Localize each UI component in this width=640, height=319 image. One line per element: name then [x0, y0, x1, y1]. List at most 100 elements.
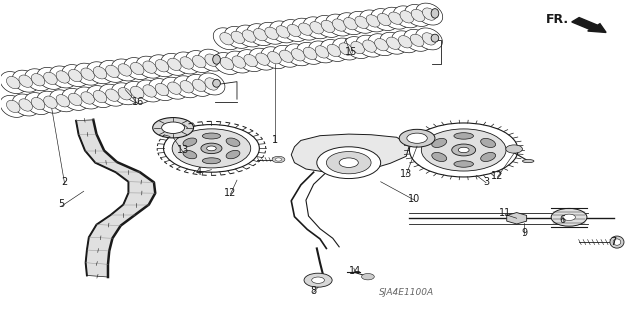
Ellipse shape	[148, 55, 175, 77]
Circle shape	[407, 133, 428, 143]
Ellipse shape	[261, 47, 288, 69]
Ellipse shape	[380, 32, 407, 54]
Text: 15: 15	[344, 47, 357, 56]
Ellipse shape	[62, 64, 88, 86]
Ellipse shape	[131, 86, 144, 99]
Ellipse shape	[280, 50, 293, 63]
Ellipse shape	[44, 72, 57, 85]
Ellipse shape	[186, 74, 212, 96]
Text: 11: 11	[499, 209, 511, 219]
Circle shape	[506, 145, 522, 153]
Ellipse shape	[374, 39, 388, 51]
Text: 12: 12	[225, 188, 237, 198]
Text: 5: 5	[58, 199, 65, 209]
Ellipse shape	[454, 133, 474, 139]
Ellipse shape	[87, 62, 113, 84]
Ellipse shape	[351, 41, 365, 54]
Ellipse shape	[244, 55, 257, 67]
Text: 6: 6	[559, 215, 566, 225]
Circle shape	[172, 129, 251, 168]
Text: 7: 7	[611, 237, 617, 247]
Ellipse shape	[31, 74, 45, 86]
Ellipse shape	[225, 26, 252, 48]
Ellipse shape	[344, 37, 371, 59]
Ellipse shape	[198, 73, 225, 95]
Ellipse shape	[247, 24, 274, 46]
Ellipse shape	[232, 56, 246, 68]
Ellipse shape	[303, 17, 330, 39]
Ellipse shape	[273, 45, 300, 67]
Ellipse shape	[99, 84, 125, 106]
Ellipse shape	[111, 59, 138, 81]
Text: 4: 4	[196, 167, 202, 177]
Ellipse shape	[337, 13, 364, 35]
Ellipse shape	[226, 138, 240, 146]
Ellipse shape	[454, 161, 474, 167]
Ellipse shape	[124, 81, 150, 103]
Circle shape	[458, 147, 469, 153]
Ellipse shape	[422, 8, 436, 20]
Ellipse shape	[198, 49, 225, 71]
Ellipse shape	[136, 56, 163, 78]
Circle shape	[399, 129, 435, 147]
Circle shape	[275, 158, 282, 161]
Ellipse shape	[276, 26, 290, 38]
Ellipse shape	[281, 19, 308, 41]
Ellipse shape	[613, 239, 621, 245]
Ellipse shape	[332, 19, 346, 31]
Text: 16: 16	[132, 97, 144, 107]
Ellipse shape	[161, 53, 188, 75]
Ellipse shape	[481, 152, 495, 161]
Ellipse shape	[212, 79, 220, 87]
Ellipse shape	[183, 150, 196, 159]
Ellipse shape	[292, 18, 319, 40]
Polygon shape	[291, 134, 410, 172]
Ellipse shape	[87, 85, 113, 108]
Text: 12: 12	[492, 171, 504, 181]
Ellipse shape	[212, 55, 220, 64]
Text: 10: 10	[408, 194, 420, 204]
Ellipse shape	[394, 6, 420, 28]
Ellipse shape	[93, 90, 107, 103]
Ellipse shape	[249, 48, 276, 70]
Ellipse shape	[398, 36, 412, 48]
Ellipse shape	[0, 95, 27, 117]
Ellipse shape	[143, 85, 156, 97]
Circle shape	[312, 277, 324, 283]
Ellipse shape	[356, 35, 383, 57]
Ellipse shape	[481, 138, 495, 147]
Ellipse shape	[31, 97, 45, 110]
Ellipse shape	[332, 38, 359, 60]
Ellipse shape	[111, 83, 138, 105]
Ellipse shape	[49, 66, 76, 88]
Ellipse shape	[220, 33, 234, 45]
Ellipse shape	[106, 89, 119, 101]
Circle shape	[164, 124, 259, 172]
Ellipse shape	[12, 70, 39, 92]
Polygon shape	[76, 120, 156, 277]
Ellipse shape	[371, 9, 397, 31]
Ellipse shape	[432, 138, 447, 147]
Ellipse shape	[0, 71, 27, 93]
Ellipse shape	[404, 4, 431, 26]
Text: 9: 9	[522, 227, 527, 238]
Ellipse shape	[432, 152, 447, 161]
Text: FR.: FR.	[546, 13, 569, 26]
Ellipse shape	[168, 82, 181, 94]
Ellipse shape	[366, 15, 380, 27]
Ellipse shape	[299, 23, 312, 35]
Ellipse shape	[326, 14, 353, 36]
Circle shape	[421, 129, 506, 171]
Ellipse shape	[81, 92, 95, 104]
Ellipse shape	[205, 78, 218, 90]
Circle shape	[207, 146, 216, 151]
Ellipse shape	[392, 31, 419, 53]
Ellipse shape	[99, 60, 125, 82]
FancyArrow shape	[572, 18, 606, 33]
Ellipse shape	[93, 67, 107, 79]
Circle shape	[162, 122, 184, 133]
Ellipse shape	[173, 76, 200, 98]
Ellipse shape	[156, 83, 169, 96]
Ellipse shape	[118, 88, 132, 100]
Ellipse shape	[431, 34, 439, 42]
